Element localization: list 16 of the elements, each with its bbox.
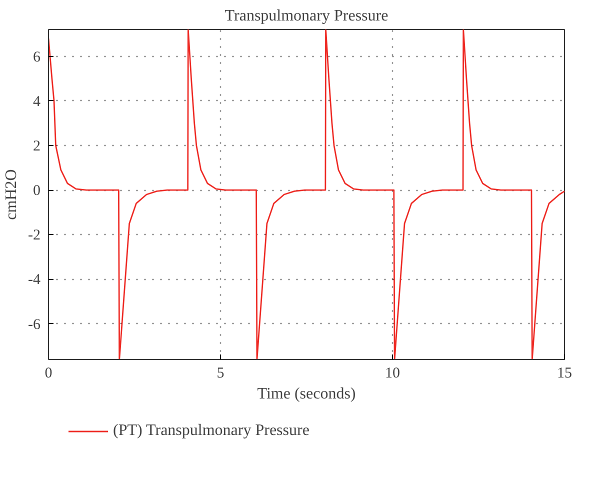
y-tick-label: 2 [33,138,40,154]
y-tick-label: 4 [33,94,41,110]
y-tick-label: 6 [33,49,41,66]
y-tick-label: -2 [28,228,41,244]
x-tick-label: 10 [385,366,400,382]
chart-title: Transpulmonary Pressure [224,8,388,24]
legend-label: (PT) Transpulmonary Pressure [113,422,310,440]
x-tick-label: 5 [216,366,224,382]
y-tick-label: -4 [28,272,41,288]
y-tick-label: -6 [28,316,41,333]
y-tick-label: 0 [33,183,40,200]
x-tick-label: 0 [44,366,52,382]
x-tick-label: 15 [557,366,572,382]
y-axis-title: cmH2O [3,169,20,220]
x-axis-title: Time (seconds) [257,386,356,402]
line-series [48,30,564,360]
